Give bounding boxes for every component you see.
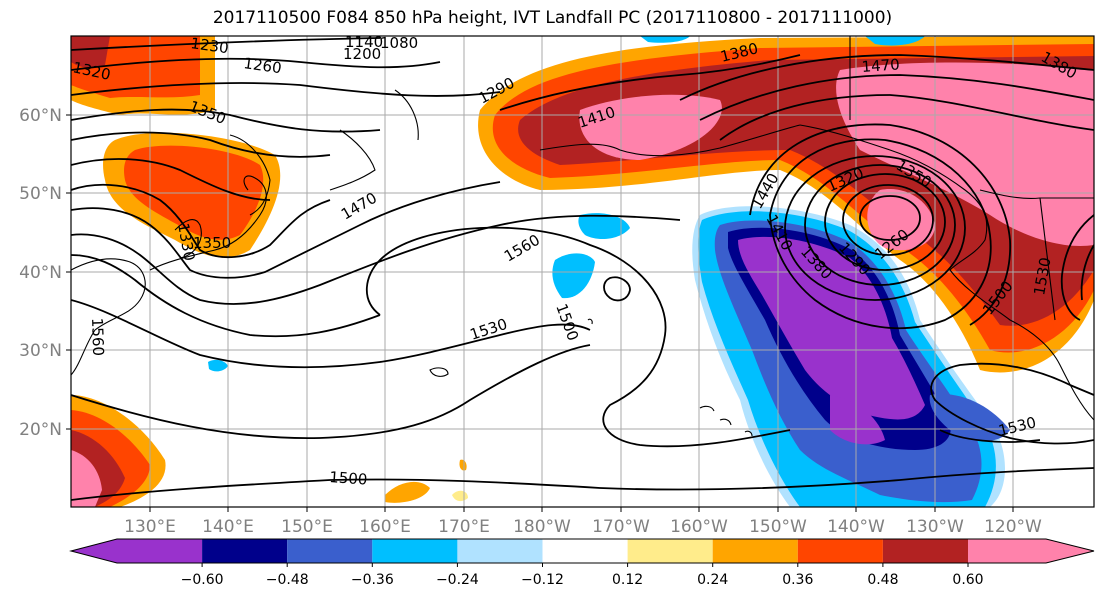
colorbar-tick-label: 0.48 xyxy=(867,572,898,588)
lon-tick-label: 130°E xyxy=(124,517,176,537)
colorbar-swatch xyxy=(202,539,288,563)
shade-purple-south xyxy=(738,236,925,420)
shade-cyan-patch-ne xyxy=(865,36,925,46)
lat-tick-label: 60°N xyxy=(19,106,62,126)
lon-tick-label: 160°W xyxy=(670,517,728,537)
lon-tick-label: 120°W xyxy=(984,517,1042,537)
lat-tick-label: 40°N xyxy=(19,263,62,283)
lon-tick-label: 170°W xyxy=(592,517,650,537)
contour-label: 1200 xyxy=(343,45,381,63)
shade-orange-patch xyxy=(385,481,430,503)
height-contours xyxy=(71,37,1094,501)
colorbar-tick-label: −0.48 xyxy=(266,572,309,588)
colorbar-extend-min xyxy=(71,539,117,563)
lon-tick-label: 150°W xyxy=(749,517,807,537)
shade-orange-patch2 xyxy=(459,459,467,471)
ivt-shading xyxy=(71,36,1094,507)
contour-label: 1080 xyxy=(380,34,418,52)
colorbar-tick-label: −0.12 xyxy=(521,572,564,588)
colorbar-swatch xyxy=(627,539,713,563)
shade-cyan-patch-center xyxy=(552,253,595,299)
axis-ticks xyxy=(66,114,1014,512)
colorbar-tick-label: 0.12 xyxy=(612,572,643,588)
colorbar-swatch xyxy=(542,539,628,563)
colorbar-tick-label: 0.36 xyxy=(782,572,813,588)
contour-label: 1260 xyxy=(242,54,282,77)
contour-label: 1560 xyxy=(88,318,107,357)
colorbar-swatch xyxy=(797,539,883,563)
colorbar-swatch xyxy=(968,539,1046,563)
colorbar-swatch xyxy=(287,539,373,563)
lon-tick-label: 130°W xyxy=(906,517,964,537)
colorbar-swatch xyxy=(117,539,203,563)
shade-darkred-nw xyxy=(71,36,110,68)
colorbar-extend-max xyxy=(1046,539,1094,563)
lon-tick-label: 140°E xyxy=(202,517,254,537)
contour-label: 1470 xyxy=(861,55,900,76)
contour-label: 1500 xyxy=(329,468,368,489)
colorbar-outline xyxy=(69,538,1095,564)
colorbar-tick-label: 0.60 xyxy=(952,572,983,588)
colorbar-tick-label: −0.60 xyxy=(181,572,224,588)
lat-tick-label: 50°N xyxy=(19,184,62,204)
contour-label: 1230 xyxy=(189,34,229,57)
lat-tick-label: 20°N xyxy=(19,420,62,440)
contour-label: 1140 xyxy=(345,33,383,51)
lon-tick-label: 180°W xyxy=(513,517,571,537)
colorbar: −0.60 −0.48 −0.36 −0.24 −0.12 0.12 0.24 … xyxy=(69,538,1095,588)
shade-pink-alaska xyxy=(579,94,722,160)
colorbar-swatch xyxy=(882,539,968,563)
shade-cyan-patch-sw xyxy=(578,213,630,240)
colorbar-tick-label: −0.24 xyxy=(436,572,479,588)
shade-purple-south2 xyxy=(830,395,885,445)
shade-pink-north xyxy=(836,62,1094,246)
shade-cyan-patch-north xyxy=(640,36,690,43)
colorbar-swatch xyxy=(372,539,458,563)
shade-pink-nw xyxy=(867,189,935,251)
gridlines xyxy=(71,36,1094,507)
shade-cyan-patch-west xyxy=(208,359,228,372)
lon-tick-label: 150°E xyxy=(281,517,333,537)
lon-tick-label: 140°W xyxy=(827,517,885,537)
map-title: 2017110500 F084 850 hPa height, IVT Land… xyxy=(212,8,893,28)
colorbar-swatch xyxy=(457,539,543,563)
lon-tick-label: 160°E xyxy=(359,517,411,537)
colorbar-swatch xyxy=(712,539,798,563)
lon-tick-labels: 130°E 140°E 150°E 160°E 170°E 180°W 170°… xyxy=(124,517,1042,537)
lat-tick-label: 30°N xyxy=(19,341,62,361)
colorbar-tick-label: −0.36 xyxy=(351,572,394,588)
lon-tick-label: 170°E xyxy=(438,517,490,537)
lat-tick-labels: 60°N 50°N 40°N 30°N 20°N xyxy=(19,106,62,440)
shade-pink-sw xyxy=(71,450,102,507)
colorbar-tick-label: 0.24 xyxy=(697,572,728,588)
contour-label: 1350 xyxy=(193,234,231,252)
